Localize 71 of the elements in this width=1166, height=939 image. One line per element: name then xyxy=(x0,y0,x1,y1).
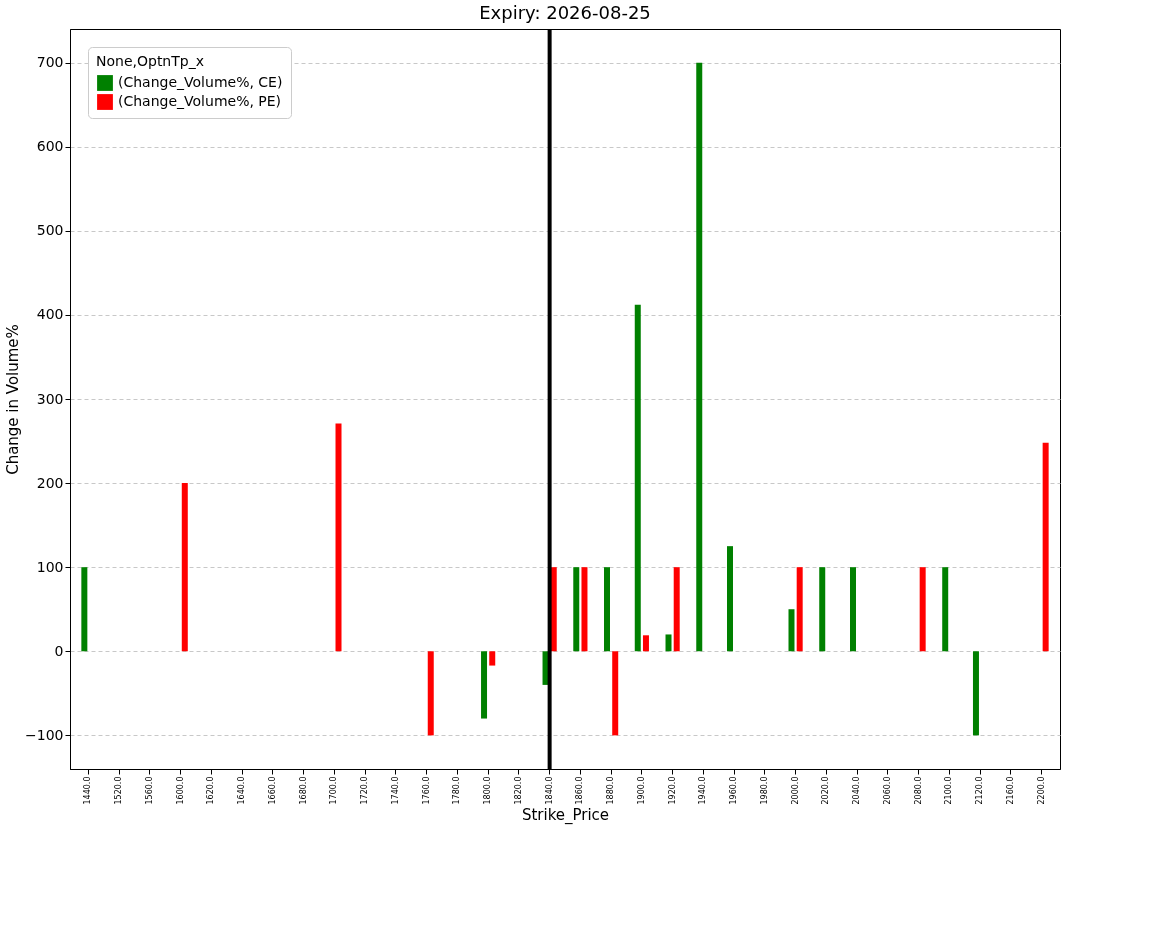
bar xyxy=(604,567,611,652)
x-tick-label: 1940.0 xyxy=(698,776,708,805)
chart-title: Expiry: 2026-08-25 xyxy=(479,2,651,23)
x-tick-label: 1900.0 xyxy=(636,776,646,805)
x-tick-label: 1680.0 xyxy=(298,776,308,805)
x-tick-label: 2080.0 xyxy=(913,776,923,805)
x-tick-label: 1760.0 xyxy=(421,776,431,805)
bar xyxy=(673,567,680,652)
x-tick-label: 2060.0 xyxy=(882,776,892,805)
x-tick-label: 1920.0 xyxy=(667,776,677,805)
x-tick-label: 1840.0 xyxy=(544,776,554,805)
x-tick-label: 1560.0 xyxy=(144,776,154,805)
bar xyxy=(796,567,803,652)
bar xyxy=(1042,442,1049,652)
x-tick-label: 1640.0 xyxy=(237,776,247,805)
y-axis-title: Change in Volume% xyxy=(4,324,23,475)
y-tick-label: 0 xyxy=(54,642,64,659)
legend-label: (Change_Volume%, CE) xyxy=(118,74,283,90)
bar xyxy=(642,635,649,652)
x-tick-label: 1960.0 xyxy=(729,776,739,805)
x-tick-label: 1740.0 xyxy=(390,776,400,805)
bar xyxy=(581,567,588,652)
y-tick-label: 600 xyxy=(36,138,64,155)
bar xyxy=(489,651,496,666)
bar xyxy=(819,567,826,652)
bar xyxy=(481,651,488,719)
x-tick-label: 1820.0 xyxy=(513,776,523,805)
x-tick-label: 1860.0 xyxy=(575,776,585,805)
y-tick-label: 400 xyxy=(36,306,64,323)
bar xyxy=(665,634,672,652)
x-tick-label: 1440.0 xyxy=(83,776,93,805)
bar xyxy=(696,62,703,652)
bar xyxy=(634,304,641,652)
bar xyxy=(335,423,342,652)
bar xyxy=(942,567,949,652)
x-tick-label: 2200.0 xyxy=(1036,776,1046,805)
x-tick-label: 1600.0 xyxy=(175,776,185,805)
bar xyxy=(849,567,856,652)
x-tick-label: 1700.0 xyxy=(329,776,339,805)
x-tick-label: 1800.0 xyxy=(483,776,493,805)
bar xyxy=(919,567,926,652)
y-tick-label: 500 xyxy=(36,222,64,239)
x-tick-label: 2000.0 xyxy=(790,776,800,805)
bar xyxy=(181,483,188,652)
x-tick-label: 1780.0 xyxy=(452,776,462,805)
x-tick-label: 1720.0 xyxy=(360,776,370,805)
x-tick-label: 1520.0 xyxy=(114,776,124,805)
bar xyxy=(788,609,795,652)
y-tick-label: 700 xyxy=(36,54,64,71)
x-tick-label: 2020.0 xyxy=(821,776,831,805)
x-tick-label: 2120.0 xyxy=(975,776,985,805)
y-tick-label: −100 xyxy=(25,726,64,743)
x-tick-label: 2160.0 xyxy=(1005,776,1015,805)
x-tick-label: 1660.0 xyxy=(267,776,277,805)
x-tick-label: 1980.0 xyxy=(759,776,769,805)
bar xyxy=(573,567,580,652)
x-tick-label: 1880.0 xyxy=(606,776,616,805)
bar xyxy=(727,546,733,652)
bar xyxy=(972,651,979,736)
x-tick-label: 2040.0 xyxy=(852,776,862,805)
x-tick-label: 1620.0 xyxy=(206,776,216,805)
x-axis-title: Strike_Price xyxy=(521,806,610,826)
legend-label: (Change_Volume%, PE) xyxy=(118,93,282,109)
bar xyxy=(612,651,619,736)
y-tick-label: 200 xyxy=(36,474,64,491)
x-tick-label: 2100.0 xyxy=(944,776,954,805)
y-tick-label: 300 xyxy=(36,390,64,407)
legend-title: None,OptnTp_x xyxy=(96,53,204,69)
bar xyxy=(81,567,88,652)
bar xyxy=(427,651,434,736)
y-tick-label: 100 xyxy=(36,558,64,575)
